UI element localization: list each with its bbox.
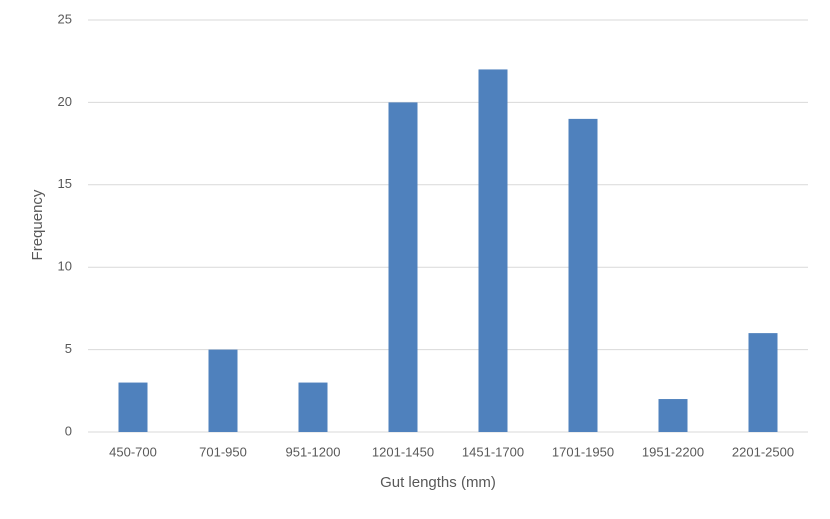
bar (478, 69, 508, 432)
bar (388, 102, 418, 433)
x-tick-label: 1451-1700 (462, 444, 524, 459)
x-tick-label: 450-700 (109, 444, 157, 459)
x-tick-label: 951-1200 (286, 444, 341, 459)
x-axis-label: Gut lengths (mm) (380, 474, 496, 491)
y-tick-label: 15 (58, 176, 72, 191)
y-axis-label: Frequency (29, 189, 46, 260)
y-tick-label: 5 (65, 341, 72, 356)
x-tick-label: 701-950 (199, 444, 247, 459)
x-tick-label: 1951-2200 (642, 444, 704, 459)
x-tick-label: 1701-1950 (552, 444, 614, 459)
x-tick-label: 1201-1450 (372, 444, 434, 459)
bar (568, 118, 598, 432)
y-tick-label: 20 (58, 94, 72, 109)
bar (208, 349, 238, 432)
bar (118, 382, 148, 432)
bar (658, 399, 688, 432)
y-tick-label: 0 (65, 423, 72, 438)
y-tick-label: 25 (58, 11, 72, 26)
y-tick-label: 10 (58, 259, 72, 274)
bar (298, 382, 328, 432)
bar (748, 333, 778, 432)
x-tick-label: 2201-2500 (732, 444, 794, 459)
